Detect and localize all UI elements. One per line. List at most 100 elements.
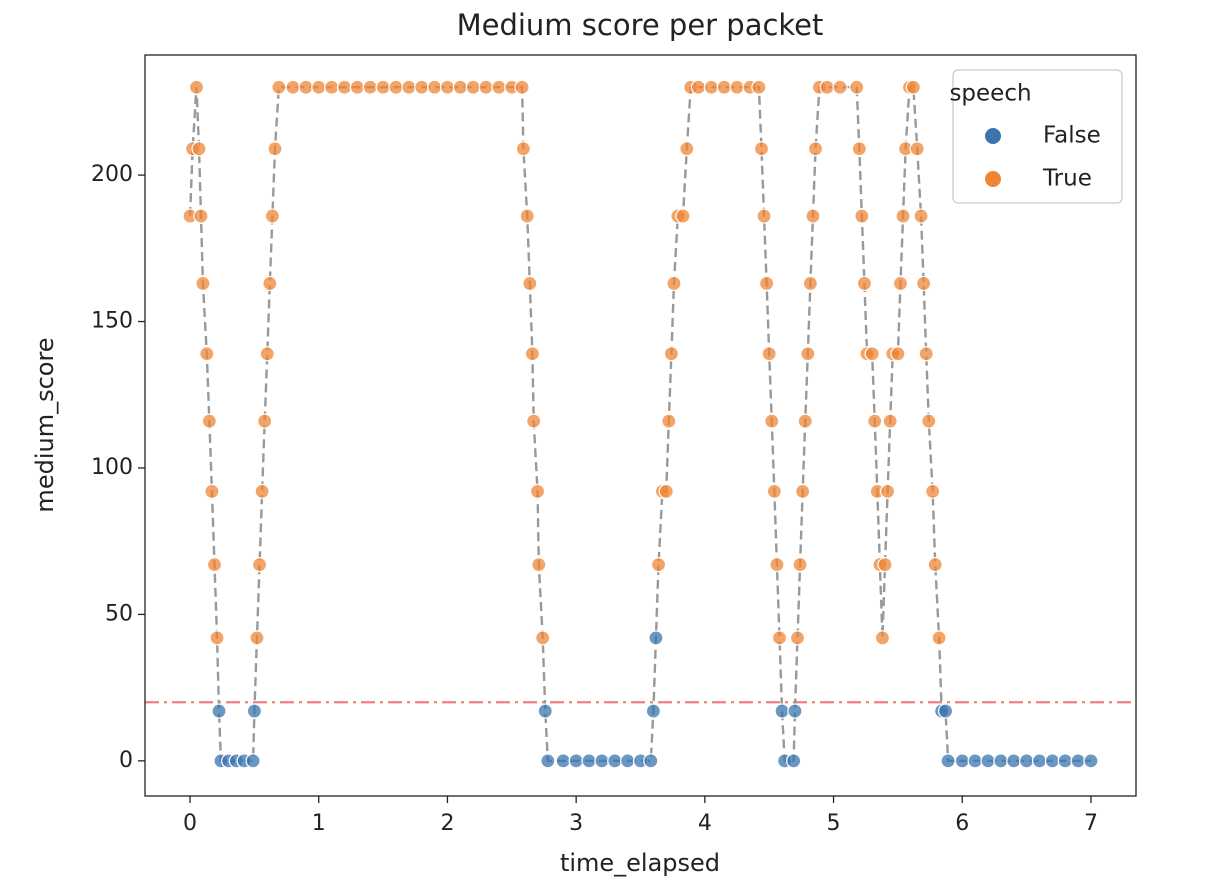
data-point [766,483,782,499]
data-point [666,275,682,292]
x-tick-label: 2 [440,811,454,836]
data-point [1070,753,1086,769]
data-point [729,79,745,95]
data-point [191,141,207,157]
data-point [1057,753,1073,769]
data-point [1031,753,1048,769]
y-tick-label: 50 [105,601,133,626]
chart-title: Medium score per packet [457,8,824,42]
data-point [954,753,970,769]
data-point [890,346,906,362]
data-point [401,79,417,95]
data-point [789,630,806,646]
data-point [759,275,775,292]
data-point [264,208,281,224]
data-point [193,208,209,224]
legend-marker [985,128,1001,144]
data-point [537,703,553,719]
data-point [909,141,925,157]
data-point [867,413,883,429]
data-point [245,753,261,769]
y-tick-label: 150 [91,309,133,334]
y-tick-label: 0 [119,748,133,773]
data-point [206,557,223,573]
data-point [786,753,802,769]
data-point [967,753,983,769]
data-point [892,275,909,292]
data-point [620,753,636,769]
data-point [993,753,1009,769]
data-point [529,483,546,499]
data-point [716,79,732,95]
data-point [555,753,571,769]
legend-label: True [1042,166,1092,192]
data-point [195,275,211,292]
data-point [285,79,301,95]
data-point [514,79,530,95]
data-point [795,483,811,499]
data-point [916,275,932,292]
data-point [675,208,691,224]
x-tick-label: 5 [827,811,841,836]
data-point [251,557,268,573]
data-point [375,79,391,95]
data-point [800,346,816,362]
data-point [259,346,275,362]
data-point [465,79,481,95]
data-point [703,79,719,95]
data-point [658,483,674,499]
data-point [756,208,772,224]
data-point [1019,753,1035,769]
data-point [832,79,848,95]
legend-label: False [1043,123,1101,149]
data-point [188,79,205,95]
data-point [336,79,353,95]
data-point [246,703,262,719]
data-point [931,630,947,646]
data-point [209,630,225,646]
data-point [805,208,821,224]
data-point [324,79,340,95]
data-point [388,79,404,95]
data-point [661,413,677,429]
plot-frame [144,54,1137,797]
data-point [439,79,456,95]
data-point [753,141,770,157]
data-point [643,753,659,769]
legend-title: speech [949,81,1031,107]
data-point [895,208,911,224]
data-point [650,557,667,573]
data-point [880,483,896,499]
data-point [819,79,835,95]
data-point [679,141,695,157]
data-point [645,703,661,719]
data-point [519,208,535,224]
data-point [426,79,443,95]
legend-marker [985,171,1001,187]
data-point [854,208,870,224]
data-point [851,141,867,157]
data-point [764,413,780,429]
data-point [1044,753,1060,769]
data-point [491,79,507,95]
data-point [452,79,468,95]
data-point [581,753,597,769]
data-point [940,753,956,769]
data-point [771,630,788,646]
data-point [249,630,265,646]
data-point [414,79,430,95]
y-axis-label: medium_score [31,337,59,512]
data-point [568,753,584,769]
x-tick-label: 4 [698,811,712,836]
data-point [298,79,314,95]
data-point [254,483,270,499]
data-point [690,79,707,95]
data-point [774,703,790,719]
data-point [648,630,664,646]
data-point [921,413,937,429]
data-point [874,630,891,646]
data-point [882,413,898,429]
data-point [807,141,824,157]
data-point [201,413,217,429]
data-point [478,79,494,95]
